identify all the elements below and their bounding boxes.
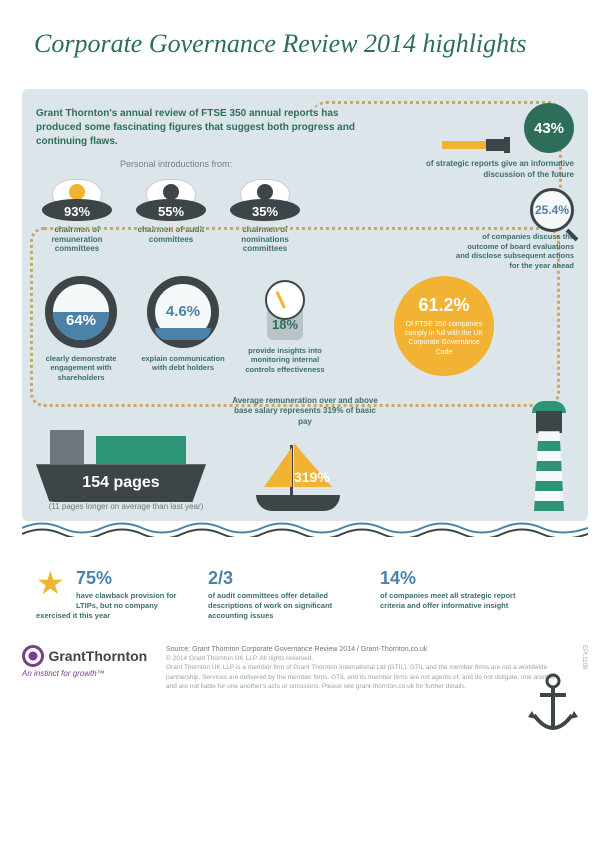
stat-value: 35% (230, 204, 300, 219)
stat-label: of companies discuss the outcome of boar… (454, 232, 574, 271)
stat-value: 18% (255, 317, 315, 332)
stat-value: 14% (380, 568, 530, 589)
sailboat-stat: Average remuneration over and above base… (230, 396, 380, 511)
lighthouse-icon (524, 401, 574, 511)
stat-value: 154 pages (36, 474, 206, 492)
stat-value: 55% (136, 204, 206, 219)
page-title: Corporate Governance Review 2014 highlig… (34, 28, 576, 59)
magnifier-stat: 25.4% (530, 188, 574, 232)
footer-copyright: © 2014 Grant Thornton UK LLP. All rights… (166, 654, 566, 663)
anchor-icon (526, 673, 580, 743)
stat-value: 319% (294, 469, 330, 485)
stat-label: of strategic reports give an informative… (394, 159, 574, 180)
sea-stat: ★ 75% have clawback provision for LTIPs,… (36, 568, 186, 620)
stat-label: of audit committees offer detailed descr… (208, 591, 358, 620)
logo-name: GrantThornton (48, 648, 147, 664)
stat-value: 43% (534, 120, 564, 137)
waves-icon (22, 519, 588, 537)
stat-value: 64% (45, 294, 117, 348)
sea-stat: 2/3 of audit committees offer detailed d… (208, 568, 358, 620)
stat-value: 2/3 (208, 568, 358, 589)
telescope-icon (442, 133, 512, 157)
stat-value: 25.4% (535, 203, 569, 217)
stat-label: (11 pages longer on average than last ye… (36, 502, 216, 511)
stat-value: 93% (42, 204, 112, 219)
green-circle-stat: 43% (524, 103, 574, 153)
stat-value: 4.6% (147, 276, 219, 348)
subhead: Personal introductions from: (36, 159, 316, 169)
footer: GrantThornton An instinct for growth™ So… (22, 645, 588, 691)
stat-label: Average remuneration over and above base… (230, 396, 380, 427)
stat-label: of companies meet all strategic report c… (380, 591, 530, 611)
logo: GrantThornton An instinct for growth™ (22, 645, 152, 691)
intro-text: Grant Thornton's annual review of FTSE 3… (36, 107, 356, 149)
footer-ref: EPI.1109 (580, 645, 588, 691)
logo-icon (22, 645, 44, 667)
cargo-ship-stat: 154 pages (11 pages longer on average th… (36, 412, 216, 511)
footer-source: Source: Grant Thornton Corporate Governa… (166, 645, 566, 655)
main-panel: Grant Thornton's annual review of FTSE 3… (22, 89, 588, 521)
starfish-icon: ★ (36, 568, 70, 602)
sea-stats-row: ★ 75% have clawback provision for LTIPs,… (22, 542, 588, 630)
footer-text: Source: Grant Thornton Corporate Governa… (166, 645, 566, 691)
sea-stat: 14% of companies meet all strategic repo… (380, 568, 530, 620)
tagline: An instinct for growth™ (22, 669, 152, 678)
footer-legal: Grant Thornton UK LLP is a member firm o… (166, 663, 566, 690)
